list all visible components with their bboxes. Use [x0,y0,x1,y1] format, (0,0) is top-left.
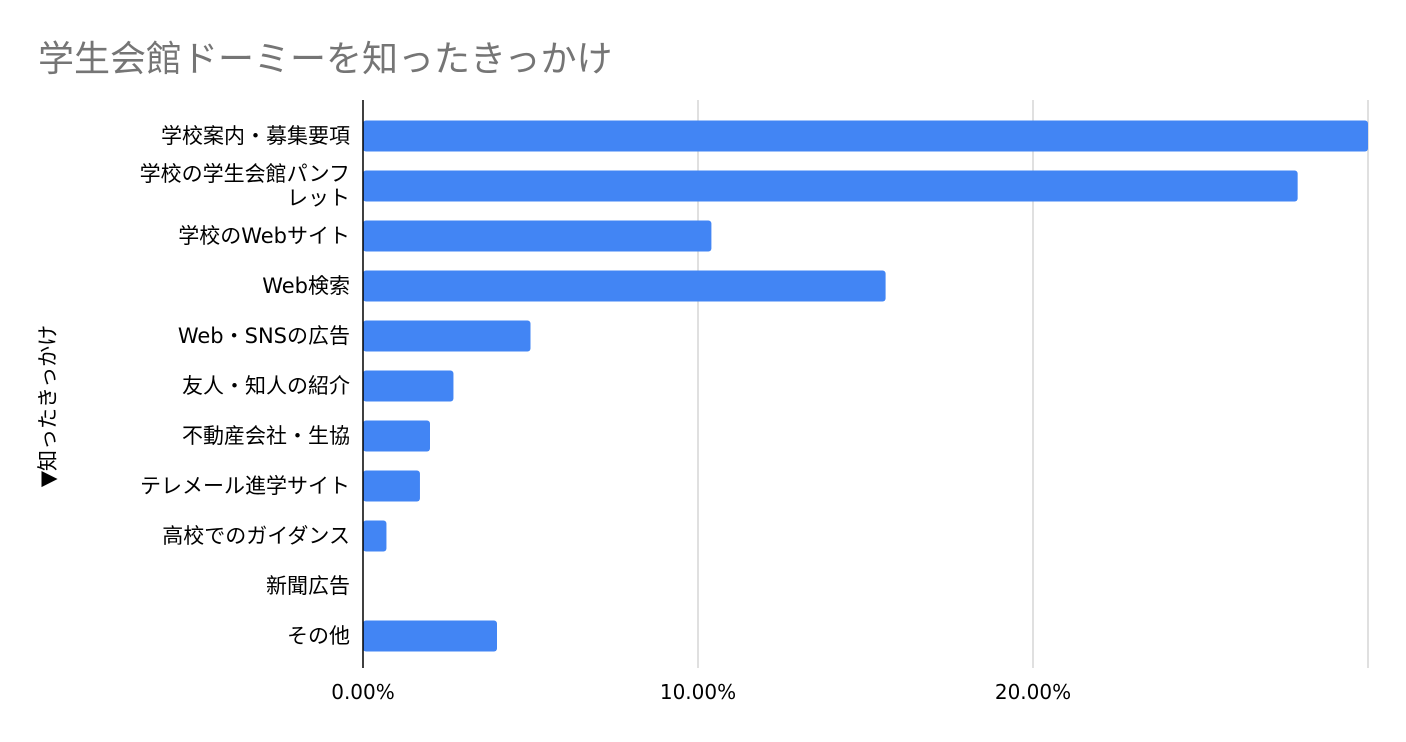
category-label: 新聞広告 [266,574,350,598]
bar [363,420,430,452]
bar [363,370,454,402]
category-label: 友人・知人の紹介 [182,374,350,398]
category-label: テレメール進学サイト [140,474,350,498]
chart-title: 学生会館ドーミーを知ったきっかけ [38,39,613,80]
bar [363,470,420,502]
category-label: 学校案内・募集要項 [161,124,350,148]
x-tick-label: 10.00% [660,680,736,704]
bar [363,320,531,352]
x-tick-label: 0.00% [331,680,395,704]
category-label: 高校でのガイダンス [162,524,350,548]
category-label: 学校の学生会館パンフレット [140,162,350,210]
bar [363,520,387,552]
category-label: Web検索 [262,274,350,298]
bar [363,220,712,252]
bar [363,120,1368,152]
category-label: 不動産会社・生協 [182,424,350,448]
bar [363,270,886,302]
category-label: その他 [287,624,350,648]
bar [363,170,1298,202]
x-tick-label: 20.00% [995,680,1071,704]
category-label: 学校のWebサイト [178,224,350,248]
bar [363,620,497,652]
category-label: Web・SNSの広告 [178,324,350,348]
